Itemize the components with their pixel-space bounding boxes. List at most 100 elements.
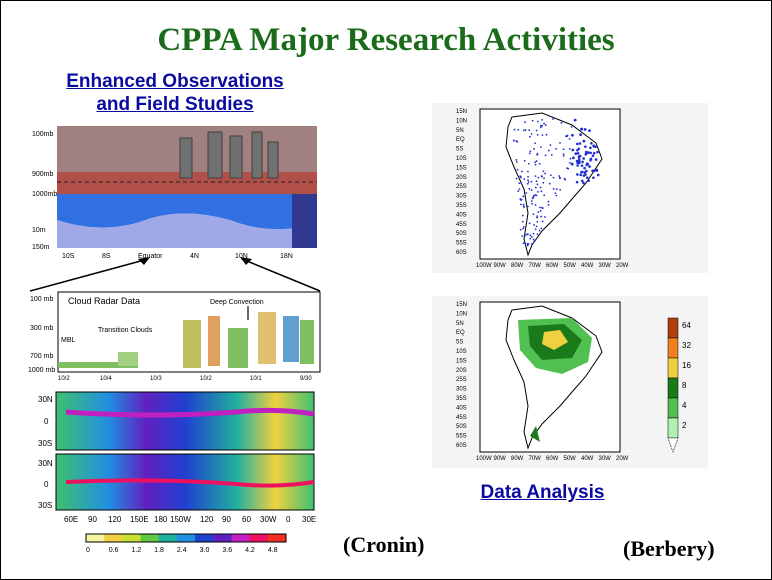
station-dot: [530, 200, 533, 202]
colorbar-label: 4.2: [245, 547, 255, 554]
station-dot: [541, 220, 544, 223]
station-dot: [521, 214, 524, 217]
station-dot: [549, 174, 552, 177]
station-dot: [515, 161, 518, 163]
station-dot: [587, 151, 590, 154]
station-dot: [569, 157, 572, 160]
station-dot: [539, 210, 542, 212]
station-dot: [550, 154, 553, 156]
station-dot: [582, 139, 586, 143]
lon-label: 50W: [564, 263, 577, 269]
lat-label: 15S: [456, 358, 467, 364]
station-dot: [536, 215, 539, 218]
station-dot: [527, 170, 529, 173]
station-dot: [534, 204, 537, 206]
station-dot: [527, 162, 530, 165]
legend-arrow: [667, 437, 679, 453]
station-dot: [560, 121, 563, 124]
station-dot: [544, 124, 547, 127]
station-dot: [548, 182, 551, 185]
station-dot: [559, 188, 562, 191]
lat-label: 10S: [456, 156, 467, 162]
colorbar-swatch: [249, 534, 269, 542]
lon-label: 40W: [581, 263, 594, 269]
heading-line-2: and Field Studies: [96, 94, 254, 115]
station-dot: [580, 170, 584, 174]
land-mass: [292, 194, 317, 248]
lon-label: 30W: [599, 263, 612, 269]
lat-label: 30N: [38, 395, 53, 404]
station-dot: [580, 164, 584, 167]
station-dot: [541, 124, 544, 127]
station-dot: [584, 153, 588, 156]
station-dot: [540, 215, 542, 218]
station-dot: [580, 127, 584, 131]
lat-label: EQ: [456, 137, 465, 143]
station-dot: [531, 243, 533, 245]
station-dot: [534, 163, 537, 166]
station-dot: [529, 150, 532, 153]
lat-label: 30N: [38, 459, 53, 468]
lat-label: 45S: [456, 222, 467, 228]
colorbar-swatch: [140, 534, 160, 542]
station-dot: [518, 188, 521, 191]
station-dot: [562, 148, 565, 151]
annotation-deep-convection: Deep Convection: [210, 299, 264, 306]
station-dot: [585, 169, 588, 173]
station-dot: [537, 190, 539, 193]
colorbar-label: 3.6: [222, 547, 232, 554]
lon-label: 70W: [529, 263, 542, 269]
precip-region-yellow: [542, 330, 568, 350]
x-label: Equator: [138, 253, 163, 260]
x-label: 4N: [190, 253, 199, 260]
station-dot: [517, 128, 520, 131]
station-dot: [591, 154, 595, 158]
station-dot: [592, 151, 596, 155]
lat-label: 30S: [456, 194, 467, 200]
station-dot: [570, 125, 573, 128]
station-dot: [579, 173, 583, 177]
global-field-maps: 30N 0 30S 30N 0 30S 60E 90 120 150E 180 …: [38, 391, 316, 524]
cloud-radar-plot: Cloud Radar Data Deep Convection Transit…: [28, 291, 321, 382]
station-dot: [523, 178, 526, 181]
station-dot: [537, 211, 540, 214]
station-dot: [540, 190, 543, 193]
station-dot: [539, 146, 542, 148]
lat-label: 15N: [456, 109, 467, 115]
station-dot: [562, 153, 565, 156]
colorbar-label: 3.0: [200, 547, 210, 554]
station-dot: [541, 119, 544, 121]
lon-label: 80W: [511, 456, 524, 462]
station-dot: [543, 177, 545, 180]
station-dot: [515, 159, 518, 161]
radar-title: Cloud Radar Data: [68, 296, 140, 306]
station-dot: [516, 168, 519, 171]
station-dot: [522, 227, 524, 230]
station-dot: [576, 142, 579, 146]
station-dot: [536, 216, 539, 219]
lat-label: 5S: [456, 147, 463, 153]
station-dot: [531, 119, 534, 122]
y-label: 900mb: [32, 171, 54, 178]
station-dot: [523, 129, 525, 132]
station-dot: [543, 122, 545, 125]
station-dot: [528, 152, 531, 155]
lat-label: 40S: [456, 405, 467, 411]
x-label: 9/30: [300, 376, 312, 382]
station-dot: [535, 225, 538, 228]
station-dot: [532, 213, 535, 216]
legend-label: 4: [682, 401, 687, 410]
colorbar-label: 0: [86, 547, 90, 554]
station-dot: [539, 126, 542, 129]
station-dot: [547, 200, 550, 203]
y-label: 1000 mb: [28, 367, 55, 374]
station-dot: [527, 243, 530, 245]
precip-legend: 64 32 16 8 4 2: [667, 317, 691, 453]
legend-swatch: [667, 357, 679, 379]
station-dot: [562, 155, 565, 157]
x-label: 10/1: [250, 376, 262, 382]
global-colorbar: 0 0.6 1.2 1.8 2.4 3.0 3.6 4.2 4.8: [85, 533, 287, 554]
station-dot: [589, 146, 592, 150]
legend-swatch: [667, 397, 679, 419]
station-dot: [535, 160, 538, 162]
